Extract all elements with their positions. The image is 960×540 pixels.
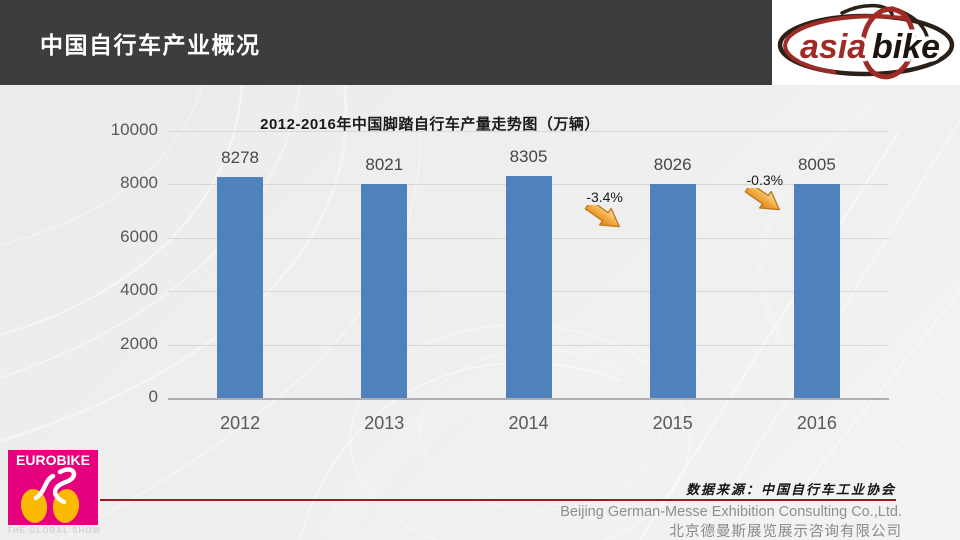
x-tick-label: 2014 xyxy=(508,413,549,433)
x-tick-label: 2012 xyxy=(220,413,261,433)
x-tick-label: 2013 xyxy=(364,413,405,433)
y-tick-label: 8000 xyxy=(120,173,158,193)
y-tick-label: 10000 xyxy=(110,120,158,139)
eurobike-logo-graphic: EUROBIKE xyxy=(8,450,98,525)
decrease-arrow-icon xyxy=(742,182,790,231)
bar-value-label: 8026 xyxy=(653,154,692,174)
x-tick-label: 2016 xyxy=(796,413,837,433)
annotation-label: -3.4% xyxy=(586,189,623,205)
eurobike-tagline: THE GLOBAL SHOW xyxy=(7,526,101,535)
eurobike-logo: EUROBIKE xyxy=(8,450,98,525)
data-source-text: 数据来源：中国自行车工业协会 xyxy=(685,483,896,498)
bar xyxy=(217,176,264,398)
asiabike-logo-graphic: asia bike xyxy=(777,3,955,80)
bar-value-label: 8278 xyxy=(221,147,259,167)
y-tick-label: 6000 xyxy=(120,226,158,246)
y-tick-label: 2000 xyxy=(120,333,158,353)
company-name-english: Beijing German-Messe Exhibition Consulti… xyxy=(560,504,902,520)
y-tick-label: 0 xyxy=(148,387,158,406)
footer-divider-line xyxy=(100,499,896,501)
eurobike-wordmark: EUROBIKE xyxy=(16,452,90,468)
header-bar: 中国自行车产业概况 xyxy=(0,0,772,85)
chart-title: 2012-2016年中国脚踏自行车产量走势图（万辆） xyxy=(260,116,600,133)
company-name-chinese: 北京德曼斯展览展示咨询有限公司 xyxy=(669,524,902,540)
bar-value-label: 8021 xyxy=(365,154,404,174)
bar xyxy=(505,176,552,398)
asiabike-wordmark-asia: asia xyxy=(800,28,866,66)
bar-value-label: 8005 xyxy=(797,155,836,175)
gridline xyxy=(168,131,889,132)
decrease-arrow-icon xyxy=(582,199,630,248)
bar-value-label: 8305 xyxy=(509,147,548,167)
bar xyxy=(649,183,696,398)
asiabike-wordmark-bike: bike xyxy=(872,28,940,66)
y-tick-label: 4000 xyxy=(120,280,158,300)
page-title: 中国自行车产业概况 xyxy=(40,31,261,58)
asiabike-logo: asia bike xyxy=(772,0,960,85)
bar xyxy=(361,183,408,398)
x-axis-line xyxy=(168,398,889,400)
annotation-label: -0.3% xyxy=(746,172,784,188)
bar xyxy=(793,184,840,398)
x-tick-label: 2015 xyxy=(652,413,693,433)
